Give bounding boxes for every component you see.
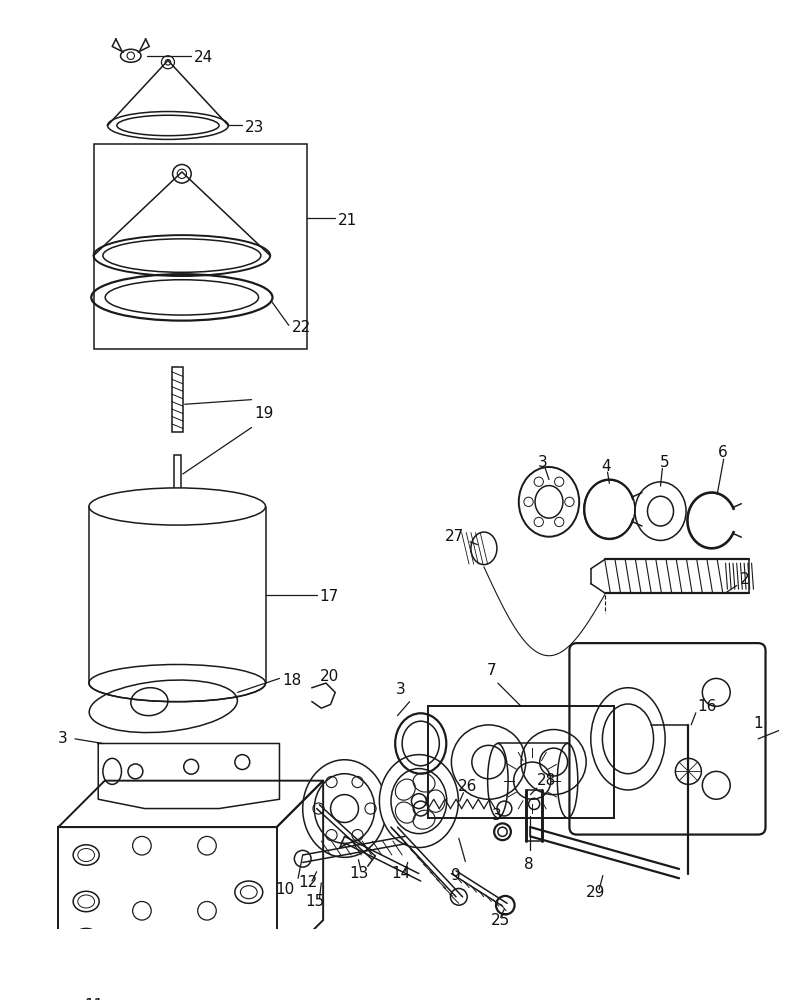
- Text: 27: 27: [445, 529, 464, 544]
- Text: 4: 4: [601, 459, 611, 474]
- Bar: [171, 367, 183, 432]
- Circle shape: [162, 56, 175, 69]
- Text: 5: 5: [659, 455, 669, 470]
- Text: 19: 19: [255, 406, 274, 421]
- Text: 24: 24: [194, 50, 213, 65]
- Text: 17: 17: [319, 589, 339, 604]
- Text: 15: 15: [305, 894, 325, 909]
- Text: 28: 28: [537, 773, 556, 788]
- Text: 20: 20: [319, 669, 339, 684]
- Bar: [428, 706, 614, 818]
- Text: 16: 16: [697, 699, 717, 714]
- Text: 25: 25: [491, 913, 511, 928]
- Text: 29: 29: [586, 885, 605, 900]
- Text: 8: 8: [524, 857, 533, 872]
- Text: 26: 26: [458, 779, 478, 794]
- Ellipse shape: [471, 532, 497, 565]
- Bar: [94, 144, 307, 349]
- Ellipse shape: [303, 760, 386, 857]
- Text: 23: 23: [245, 120, 264, 135]
- Text: 1: 1: [753, 716, 763, 731]
- Text: 22: 22: [292, 320, 311, 335]
- Text: 21: 21: [338, 213, 357, 228]
- Ellipse shape: [89, 664, 266, 702]
- Circle shape: [173, 164, 191, 183]
- Text: 3: 3: [491, 808, 501, 823]
- Text: 7: 7: [486, 663, 496, 678]
- Ellipse shape: [558, 743, 578, 818]
- Text: 18: 18: [282, 673, 301, 688]
- Text: 6: 6: [718, 445, 728, 460]
- Ellipse shape: [519, 467, 579, 537]
- Text: 3: 3: [396, 682, 406, 697]
- Bar: [174, 455, 181, 497]
- Ellipse shape: [451, 888, 467, 905]
- Text: 14: 14: [391, 866, 410, 881]
- Text: 11: 11: [84, 998, 103, 1000]
- Text: 10: 10: [275, 882, 294, 897]
- Text: 9: 9: [452, 868, 461, 883]
- Ellipse shape: [89, 488, 266, 525]
- Text: 13: 13: [349, 866, 368, 881]
- Text: 2: 2: [739, 572, 749, 587]
- Text: 3: 3: [538, 455, 548, 470]
- Ellipse shape: [294, 850, 311, 867]
- Text: 3: 3: [58, 731, 68, 746]
- Text: 12: 12: [298, 875, 318, 890]
- Ellipse shape: [488, 743, 508, 818]
- Ellipse shape: [380, 755, 458, 848]
